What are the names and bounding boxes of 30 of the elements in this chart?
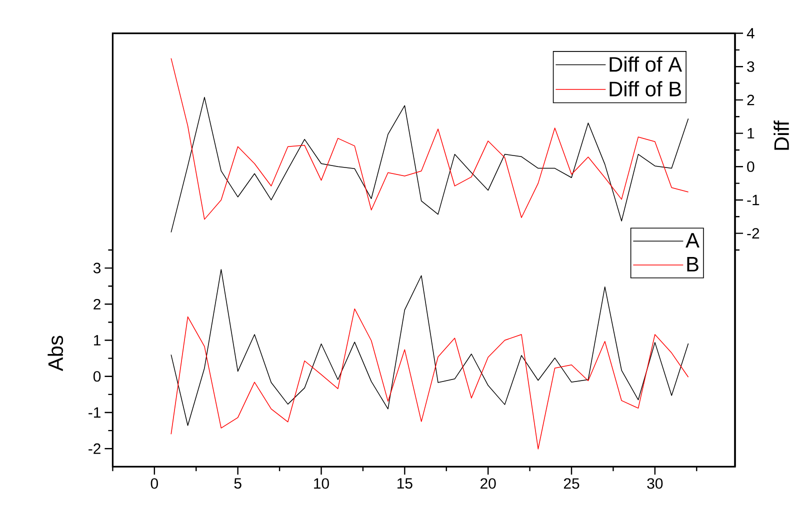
y-tick-label: -2 — [88, 443, 100, 454]
y-tick-label: -1 — [88, 407, 100, 418]
y2-tick-label: 2 — [747, 94, 754, 106]
y2-axis-title: Diff — [774, 120, 789, 150]
y2-tick-label: 1 — [748, 128, 754, 138]
legend-label: B — [687, 257, 698, 272]
legend-label: A — [686, 233, 700, 248]
line-series — [170, 96, 689, 233]
x-tick-label: 15 — [398, 478, 412, 489]
line-series — [170, 269, 689, 426]
line-series — [170, 58, 689, 220]
x-tick-label: 10 — [314, 478, 329, 489]
y-tick-label: 1 — [94, 335, 100, 346]
legend-label: Diff of B — [610, 81, 681, 96]
y2-tick-label: 3 — [747, 61, 754, 72]
y-tick-label: 3 — [93, 262, 101, 274]
line-series — [170, 308, 689, 450]
x-tick-label: 0 — [150, 478, 158, 489]
x-tick-label: 25 — [564, 478, 580, 489]
y-tick-label: 0 — [93, 371, 101, 382]
x-tick-label: 30 — [647, 478, 663, 489]
y-axis-title: Abs — [48, 336, 64, 372]
y-tick-label: 2 — [94, 298, 100, 310]
y2-tick-label: -1 — [747, 194, 760, 206]
y2-tick-label: -2 — [747, 228, 760, 239]
legend-label: Diff of A — [610, 56, 682, 72]
y2-tick-label: 4 — [746, 28, 754, 38]
x-tick-label: 20 — [480, 478, 496, 489]
y2-tick-label: 0 — [747, 161, 754, 172]
x-tick-label: 5 — [234, 478, 242, 489]
